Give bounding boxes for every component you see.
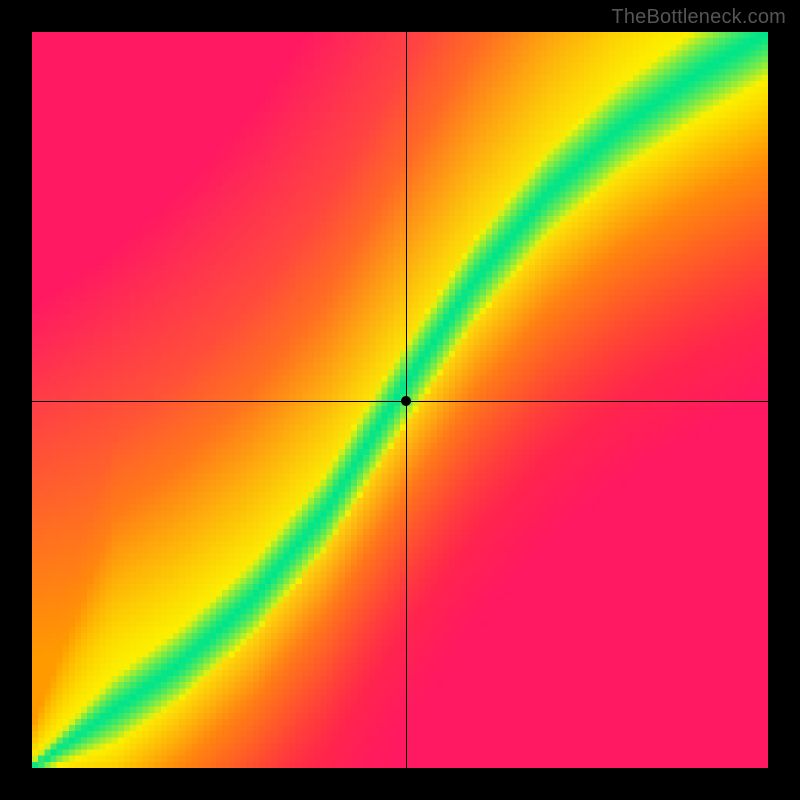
crosshair-marker	[401, 396, 411, 406]
watermark-text: TheBottleneck.com	[611, 6, 786, 29]
heatmap-plot	[32, 32, 768, 768]
